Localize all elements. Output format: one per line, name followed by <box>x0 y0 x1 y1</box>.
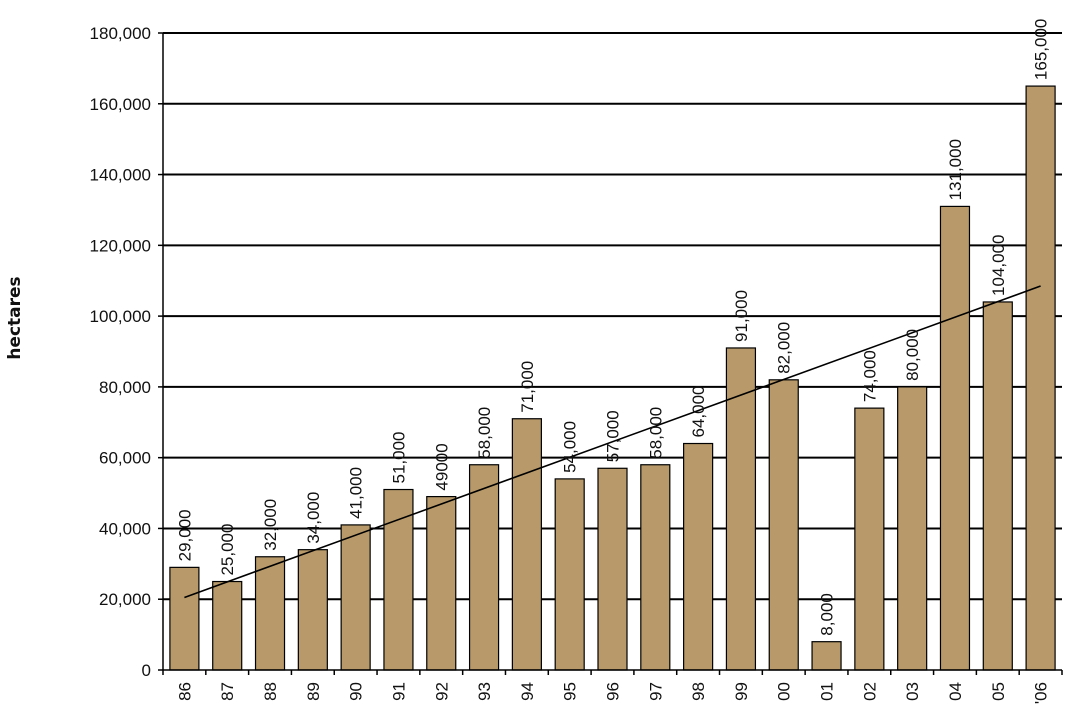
bar <box>640 464 671 671</box>
x-tick-label: 04 <box>946 682 965 701</box>
bar <box>468 464 500 671</box>
data-labels: 29,000 25,000 32,000 34,000 41,000 51,000 4900… <box>175 19 1050 636</box>
x-tick-label: 98 <box>689 682 708 701</box>
x-tick-label: 00 <box>775 682 794 701</box>
bar <box>939 205 971 671</box>
bar <box>768 379 799 671</box>
bar <box>340 524 371 671</box>
trendline <box>184 285 1041 599</box>
bar <box>254 556 286 671</box>
x-tick-label: 93 <box>475 682 494 701</box>
data-label: 57,000 <box>604 410 623 462</box>
y-tick-labels: 0 20,000 40,000 60,000 80,000 100,000 120,000 1… <box>90 24 151 680</box>
y-tick-label: 120,000 <box>90 236 151 255</box>
data-label: 71,000 <box>518 361 537 413</box>
y-tick-label: 140,000 <box>90 166 151 185</box>
bar <box>511 418 542 671</box>
bar <box>1025 85 1056 671</box>
data-label: 25,000 <box>218 524 237 576</box>
y-tick-label: 100,000 <box>90 307 151 326</box>
y-tick-label: 20,000 <box>99 590 151 609</box>
y-tick-label: 160,000 <box>90 95 151 114</box>
x-tick-label: 86 <box>175 682 194 701</box>
x-tick-label: 92 <box>432 682 451 701</box>
data-label: 51,000 <box>389 432 408 484</box>
data-label: 131,000 <box>946 139 965 200</box>
y-tick-label: 0 <box>142 661 151 680</box>
bar <box>212 580 243 671</box>
y-tick-label: 80,000 <box>99 378 151 397</box>
x-tick-label: 97 <box>646 682 665 701</box>
gridlines <box>163 32 1062 601</box>
x-tick-label: 99 <box>732 682 751 701</box>
bar <box>683 442 714 671</box>
x-tick-label: 87 <box>218 682 237 701</box>
bar <box>426 495 457 671</box>
x-tick-labels: 86 87 88 89 90 91 92 93 94 95 96 97 98 99 00 01 02 03 04 05… <box>175 682 1050 704</box>
data-label: 82,000 <box>775 322 794 374</box>
bar <box>897 386 928 671</box>
y-tick-label: 40,000 <box>99 519 151 538</box>
y-tick-label: 180,000 <box>90 24 151 43</box>
bar <box>982 301 1013 671</box>
trendline-layer <box>184 285 1041 599</box>
bar <box>854 407 885 671</box>
y-axis-label: hectares <box>5 276 25 359</box>
data-label: 165,000 <box>1032 19 1051 80</box>
bar <box>297 549 328 671</box>
x-tick-label: 94 <box>518 682 537 701</box>
data-label: 58,000 <box>646 407 665 459</box>
axes <box>158 32 1063 675</box>
x-tick-label: 91 <box>389 682 408 701</box>
data-label: 54,000 <box>561 421 580 473</box>
bar <box>811 641 842 671</box>
x-tick-label: 05 <box>989 682 1008 701</box>
bar <box>169 566 200 671</box>
x-tick-label: 95 <box>561 682 580 701</box>
data-label: 58,000 <box>475 407 494 459</box>
x-tick-label: 89 <box>304 682 323 701</box>
x-tick-label: 88 <box>261 682 280 701</box>
data-label: 8,000 <box>818 593 837 636</box>
x-tick-label: 03 <box>903 682 922 701</box>
x-tick-label: 90 <box>347 682 366 701</box>
x-tick-label: 96 <box>604 682 623 701</box>
data-label: 74,000 <box>860 350 879 402</box>
data-label: 34,000 <box>304 492 323 544</box>
x-tick-label: '06 <box>1032 682 1051 704</box>
data-label: 41,000 <box>347 467 366 519</box>
x-tick-label: 01 <box>818 682 837 701</box>
bars <box>169 85 1056 671</box>
data-label: 49000 <box>432 443 451 490</box>
bar <box>597 467 628 671</box>
bar <box>554 478 585 671</box>
data-label: 32,000 <box>261 499 280 551</box>
x-tick-label: 02 <box>860 682 879 701</box>
data-label: 29,000 <box>175 509 194 561</box>
data-label: 91,000 <box>732 290 751 342</box>
bar <box>725 347 757 671</box>
data-label: 80,000 <box>903 329 922 381</box>
data-label: 64,000 <box>689 386 708 438</box>
y-tick-label: 60,000 <box>99 449 151 468</box>
data-label: 104,000 <box>989 235 1008 296</box>
